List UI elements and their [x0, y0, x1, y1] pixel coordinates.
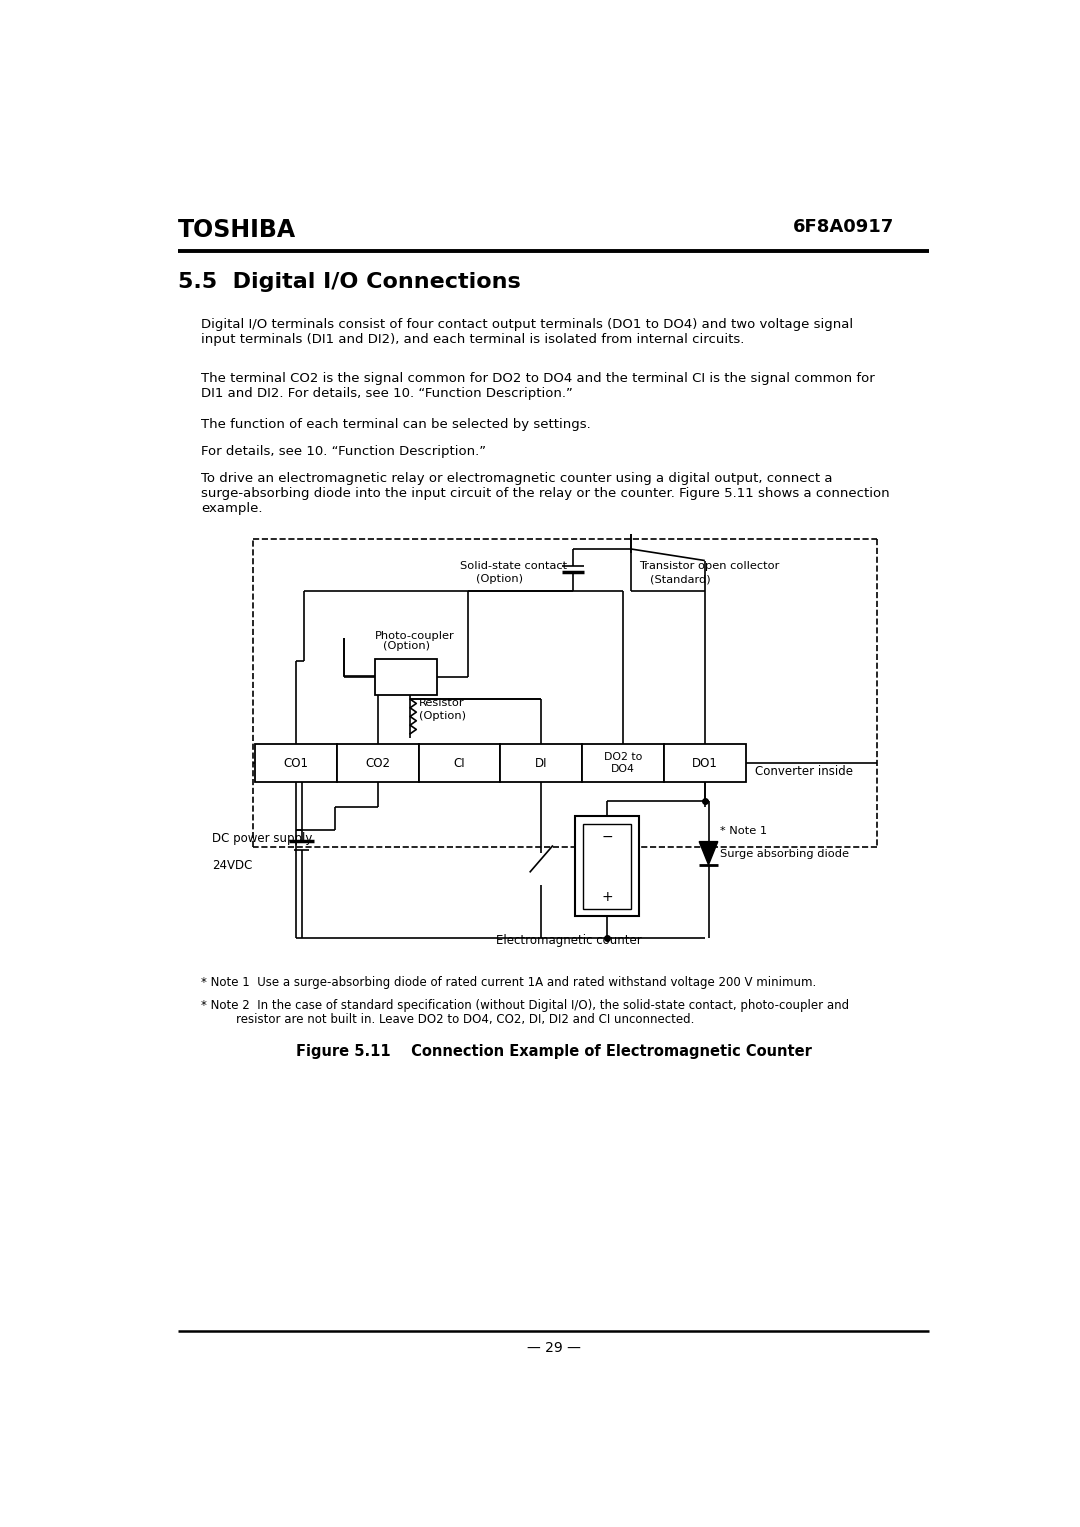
Text: Surge absorbing diode: Surge absorbing diode: [720, 849, 849, 860]
Text: CO2: CO2: [365, 756, 390, 770]
Bar: [500, 744, 582, 782]
Text: — 29 —: — 29 —: [527, 1341, 580, 1354]
Text: 5.5  Digital I/O Connections: 5.5 Digital I/O Connections: [177, 272, 521, 292]
Text: DO1: DO1: [692, 756, 718, 770]
Text: To drive an electromagnetic relay or electromagnetic counter using a digital out: To drive an electromagnetic relay or ele…: [201, 472, 890, 515]
Text: (Option): (Option): [419, 710, 465, 721]
Text: Transistor open collector: Transistor open collector: [638, 560, 779, 571]
Text: CI: CI: [454, 756, 465, 770]
Bar: [419, 744, 500, 782]
Text: (Standard): (Standard): [650, 574, 711, 585]
Text: (Option): (Option): [383, 641, 430, 652]
Bar: [337, 744, 419, 782]
Text: DI: DI: [535, 756, 548, 770]
Text: 24VDC: 24VDC: [213, 860, 253, 872]
Text: * Note 1: * Note 1: [720, 826, 767, 837]
Bar: [583, 825, 631, 909]
Bar: [375, 660, 437, 695]
Text: +: +: [602, 890, 612, 904]
Text: resistor are not built in. Leave DO2 to DO4, CO2, DI, DI2 and CI unconnected.: resistor are not built in. Leave DO2 to …: [235, 1014, 694, 1026]
Text: * Note 2  In the case of standard specification (without Digital I/O), the solid: * Note 2 In the case of standard specifi…: [201, 1000, 849, 1012]
Bar: [664, 744, 745, 782]
Text: * Note 1  Use a surge-absorbing diode of rated current 1A and rated withstand vo: * Note 1 Use a surge-absorbing diode of …: [201, 976, 816, 989]
Polygon shape: [699, 841, 718, 864]
Text: −: −: [602, 831, 612, 844]
Text: (Option): (Option): [476, 574, 523, 585]
Text: For details, see 10. “Function Description.”: For details, see 10. “Function Descripti…: [201, 444, 486, 458]
Text: 6F8A0917: 6F8A0917: [793, 218, 894, 235]
Text: Solid-state contact: Solid-state contact: [460, 560, 568, 571]
Text: Converter inside: Converter inside: [755, 765, 853, 777]
Text: DC power supply: DC power supply: [213, 832, 313, 846]
Text: Figure 5.11    Connection Example of Electromagnetic Counter: Figure 5.11 Connection Example of Electr…: [296, 1044, 811, 1060]
Bar: [576, 815, 638, 916]
Bar: [582, 744, 664, 782]
Text: TOSHIBA: TOSHIBA: [177, 218, 296, 241]
Bar: [255, 744, 337, 782]
Text: DO2 to
DO4: DO2 to DO4: [604, 753, 643, 774]
Text: Digital I/O terminals consist of four contact output terminals (DO1 to DO4) and : Digital I/O terminals consist of four co…: [201, 318, 853, 347]
Text: The terminal CO2 is the signal common for DO2 to DO4 and the terminal CI is the : The terminal CO2 is the signal common fo…: [201, 373, 875, 400]
Text: Electromagnetic counter: Electromagnetic counter: [496, 935, 642, 947]
Text: CO1: CO1: [284, 756, 309, 770]
Text: The function of each terminal can be selected by settings.: The function of each terminal can be sel…: [201, 418, 591, 431]
Text: Photo-coupler: Photo-coupler: [375, 631, 455, 641]
Text: Resistor: Resistor: [419, 698, 464, 707]
